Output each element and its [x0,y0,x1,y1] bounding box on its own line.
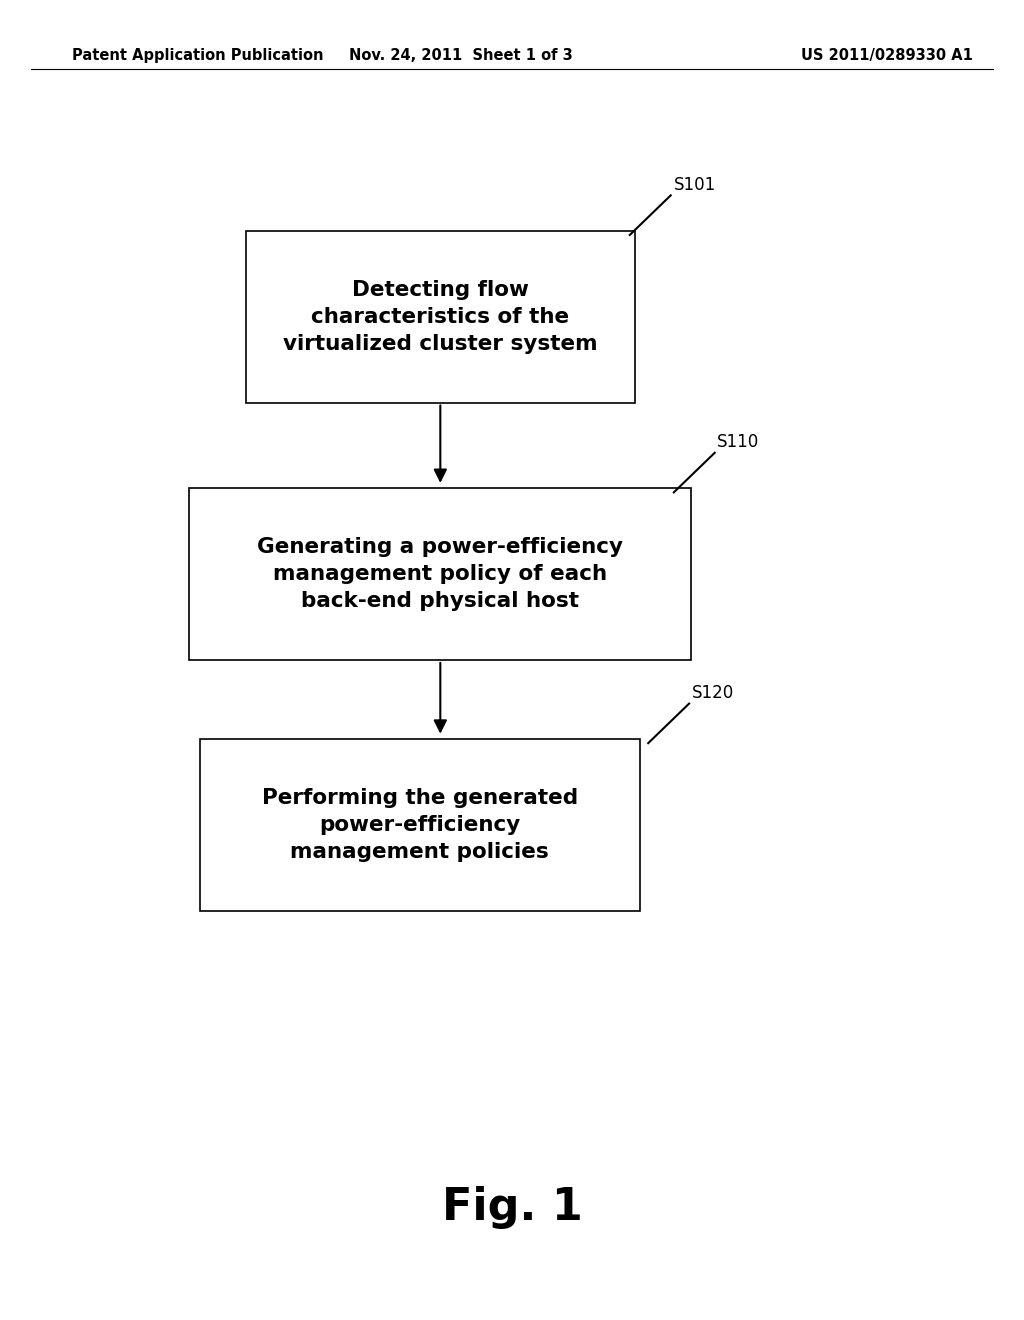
Text: S101: S101 [674,176,716,194]
Text: S120: S120 [692,684,734,702]
Text: Patent Application Publication: Patent Application Publication [72,48,324,63]
Text: Performing the generated
power-efficiency
management policies: Performing the generated power-efficienc… [262,788,578,862]
Text: US 2011/0289330 A1: US 2011/0289330 A1 [801,48,973,63]
Bar [246,231,635,403]
Text: Generating a power-efficiency
management policy of each
back-end physical host: Generating a power-efficiency management… [257,537,624,611]
Bar [189,488,691,660]
Text: Nov. 24, 2011  Sheet 1 of 3: Nov. 24, 2011 Sheet 1 of 3 [349,48,572,63]
Text: S110: S110 [717,433,759,451]
Bar [200,739,640,911]
Text: Detecting flow
characteristics of the
virtualized cluster system: Detecting flow characteristics of the vi… [283,280,598,354]
Text: Fig. 1: Fig. 1 [441,1187,583,1229]
